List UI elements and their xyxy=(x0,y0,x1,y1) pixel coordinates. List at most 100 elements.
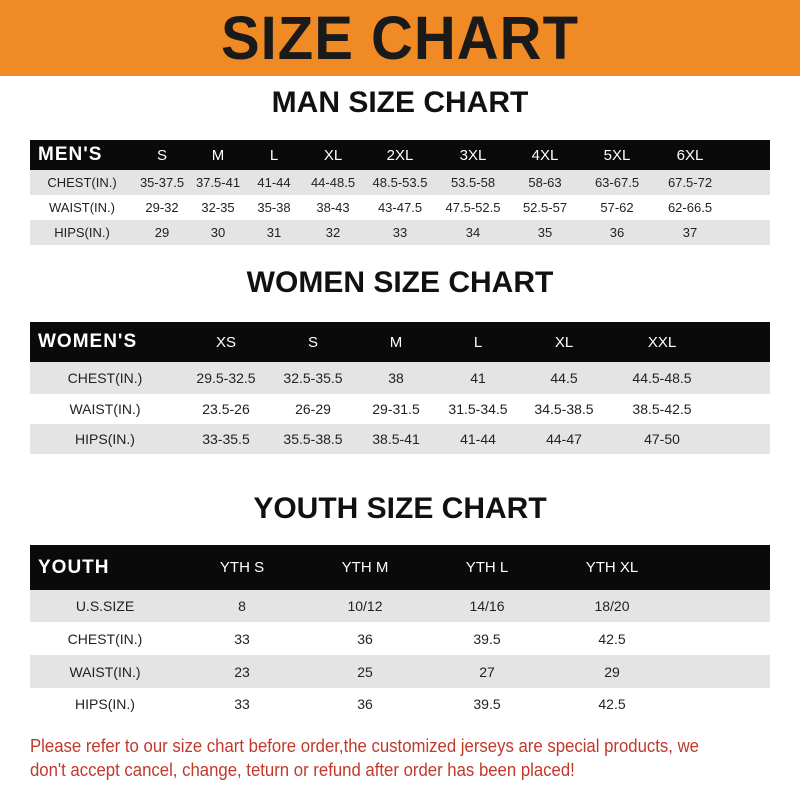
women-title: WOMEN SIZE CHART xyxy=(246,266,554,299)
men-size-m: M xyxy=(211,146,225,164)
men-size-3xl: 3XL xyxy=(459,146,487,164)
cell-value: 35.5-38.5 xyxy=(283,431,343,447)
cell-value: 23 xyxy=(234,663,250,680)
cell-value: 29-32 xyxy=(145,200,179,215)
youth-size-yth-xl: YTH XL xyxy=(585,559,639,576)
youth-header-row: YOUTH YTH S YTH M YTH L YTH XL xyxy=(30,545,770,590)
cell-value: 62-66.5 xyxy=(667,200,713,215)
cell-value: 38-43 xyxy=(316,200,350,215)
cell-value: 29 xyxy=(154,225,170,240)
row-label: U.S.SIZE xyxy=(75,598,135,614)
youth-size-yth-l: YTH L xyxy=(465,559,509,576)
cell-value: 36 xyxy=(357,630,373,647)
cell-value: 26-29 xyxy=(295,401,331,417)
table-row: WAIST(IN.) 23.5-26 26-29 29-31.5 31.5-34.5 34… xyxy=(30,394,770,424)
cell-value: 10/12 xyxy=(347,598,383,614)
cell-value: 14/16 xyxy=(469,598,505,614)
table-row: CHEST(IN.) 33 36 39.5 42.5 xyxy=(30,622,770,655)
cell-value: 33 xyxy=(392,225,408,240)
cell-value: 57-62 xyxy=(600,200,634,215)
men-size-5xl: 5XL xyxy=(603,146,631,164)
cell-value: 47-50 xyxy=(644,431,680,447)
cell-value: 63-67.5 xyxy=(594,175,640,190)
cell-value: 27 xyxy=(479,663,495,680)
disclaimer-note: Please refer to our size chart before or… xyxy=(30,736,700,780)
row-label: CHEST(IN.) xyxy=(67,370,143,386)
cell-value: 44.5 xyxy=(550,370,578,386)
women-size-m: M xyxy=(389,333,403,351)
women-size-xs: XS xyxy=(215,333,236,351)
cell-value: 35 xyxy=(537,225,553,240)
cell-value: 53.5-58 xyxy=(450,175,496,190)
cell-value: 29 xyxy=(604,663,620,680)
cell-value: 36 xyxy=(609,225,625,240)
cell-value: 33 xyxy=(234,630,250,647)
men-size-4xl: 4XL xyxy=(531,146,559,164)
row-label: CHEST(IN.) xyxy=(47,175,117,190)
cell-value: 42.5 xyxy=(598,630,626,647)
table-row: CHEST(IN.) 35-37.5 37.5-41 41-44 44-48.5 48.5… xyxy=(30,170,770,195)
women-size-xxl: XXL xyxy=(647,333,677,351)
cell-value: 47.5-52.5 xyxy=(445,200,501,215)
youth-size-yth-s: YTH S xyxy=(219,559,265,576)
cell-value: 32 xyxy=(325,225,341,240)
men-size-6xl: 6XL xyxy=(676,146,704,164)
cell-value: 32.5-35.5 xyxy=(283,370,343,386)
cell-value: 39.5 xyxy=(473,630,501,647)
women-size-xl: XL xyxy=(554,333,574,351)
cell-value: 67.5-72 xyxy=(667,175,713,190)
cell-value: 52.5-57 xyxy=(522,200,568,215)
row-label: WAIST(IN.) xyxy=(49,200,115,215)
cell-value: 8 xyxy=(238,598,246,614)
women-header-row: WOMEN'S XS S M L XL XXL xyxy=(30,322,770,362)
cell-value: 25 xyxy=(357,663,373,680)
cell-value: 42.5 xyxy=(598,696,626,712)
cell-value: 38 xyxy=(388,370,404,386)
youth-header-label: YOUTH xyxy=(38,556,110,578)
cell-value: 58-63 xyxy=(528,175,562,190)
cell-value: 44.5-48.5 xyxy=(632,370,692,386)
youth-title: YOUTH SIZE CHART xyxy=(253,492,547,525)
cell-value: 31 xyxy=(266,225,282,240)
cell-value: 38.5-42.5 xyxy=(632,401,692,417)
cell-value: 29.5-32.5 xyxy=(196,370,256,386)
cell-value: 30 xyxy=(210,225,226,240)
cell-value: 44-47 xyxy=(546,431,582,447)
men-header-label: MEN'S xyxy=(38,144,103,165)
table-row: HIPS(IN.) 33 36 39.5 42.5 xyxy=(30,688,770,720)
table-row: HIPS(IN.) 29 30 31 32 33 34 35 36 37 xyxy=(30,220,770,245)
women-size-s: S xyxy=(307,333,318,351)
youth-table: YOUTH YTH S YTH M YTH L YTH XL U.S.SIZE 8 10/12… xyxy=(30,545,770,720)
cell-value: 44-48.5 xyxy=(310,175,356,190)
cell-value: 34 xyxy=(465,225,481,240)
cell-value: 18/20 xyxy=(594,598,630,614)
men-size-l: L xyxy=(269,146,279,164)
men-title: MAN SIZE CHART xyxy=(271,86,529,119)
table-row: CHEST(IN.) 29.5-32.5 32.5-35.5 38 41 44.5 44.5… xyxy=(30,362,770,394)
cell-value: 35-38 xyxy=(257,200,291,215)
banner: SIZE CHART xyxy=(0,0,800,76)
cell-value: 37 xyxy=(682,225,698,240)
cell-value: 23.5-26 xyxy=(202,401,250,417)
men-header-row: MEN'S S M L XL 2XL 3XL 4XL 5XL 6XL xyxy=(30,140,770,170)
cell-value: 41 xyxy=(470,370,486,386)
men-size-xl: XL xyxy=(323,146,343,164)
cell-value: 41-44 xyxy=(257,175,291,190)
youth-size-yth-m: YTH M xyxy=(341,559,389,576)
cell-value: 33-35.5 xyxy=(202,431,250,447)
men-table: MEN'S S M L XL 2XL 3XL 4XL 5XL 6XL CHEST(IN.) 35-37… xyxy=(30,140,770,245)
table-row: WAIST(IN.) 23 25 27 29 xyxy=(30,655,770,688)
cell-value: 48.5-53.5 xyxy=(372,175,428,190)
cell-value: 34.5-38.5 xyxy=(534,401,594,417)
row-label: HIPS(IN.) xyxy=(54,225,110,240)
cell-value: 39.5 xyxy=(473,696,501,712)
row-label: CHEST(IN.) xyxy=(67,630,143,647)
cell-value: 33 xyxy=(234,696,250,712)
row-label: WAIST(IN.) xyxy=(69,401,141,417)
women-header-label: WOMEN'S xyxy=(38,331,138,352)
cell-value: 31.5-34.5 xyxy=(448,401,508,417)
cell-value: 35-37.5 xyxy=(139,175,185,190)
cell-value: 37.5-41 xyxy=(195,175,241,190)
banner-title: SIZE CHART xyxy=(221,3,579,73)
cell-value: 29-31.5 xyxy=(372,401,420,417)
